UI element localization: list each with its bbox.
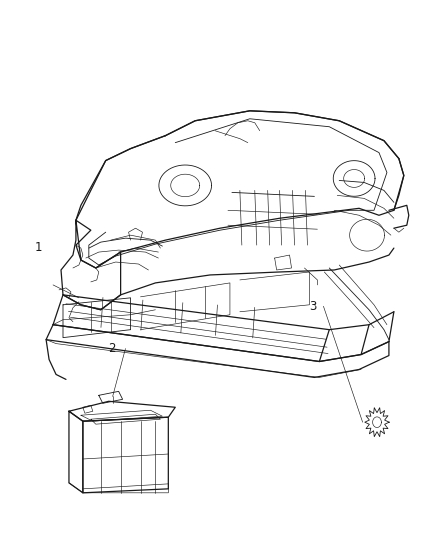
Text: 3: 3 [309,300,316,313]
Text: 1: 1 [35,241,42,254]
Text: 2: 2 [109,342,116,355]
